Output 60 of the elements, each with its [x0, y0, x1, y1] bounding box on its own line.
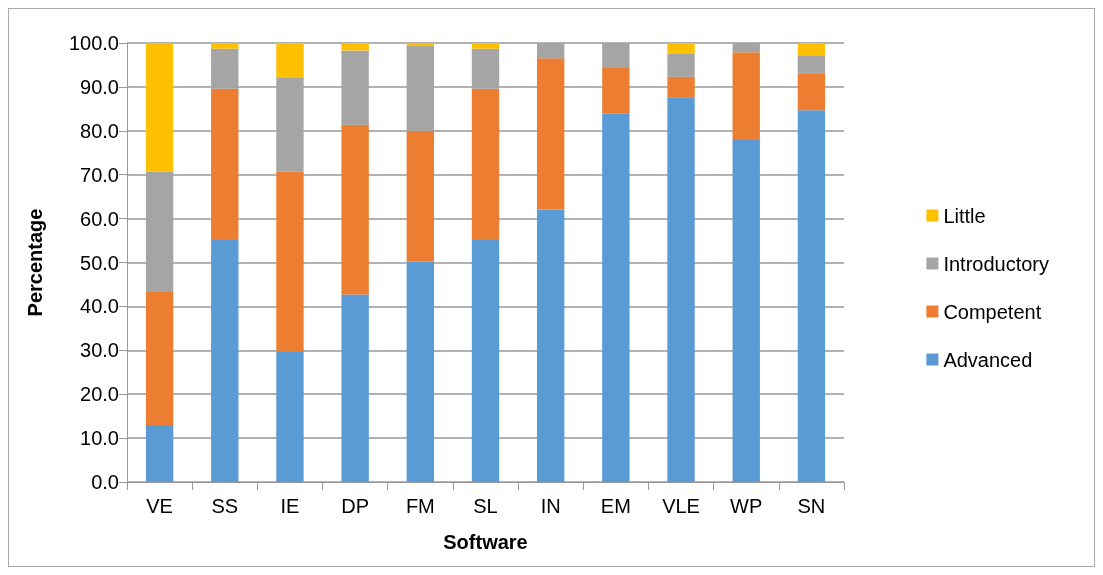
bar	[797, 55, 826, 74]
bar	[276, 43, 304, 78]
legend-label: Advanced	[943, 348, 1033, 371]
bar	[471, 240, 500, 482]
bar	[341, 124, 369, 295]
y-tick-label: 40.0	[80, 295, 119, 318]
x-tick-label: DP	[341, 495, 370, 517]
bar	[406, 43, 435, 47]
bar	[145, 43, 174, 172]
y-tick-label: 80.0	[80, 119, 119, 142]
x-tick-label: VE	[146, 495, 173, 517]
y-axis-title: Percentage	[24, 208, 46, 317]
y-tick-label: 60.0	[80, 207, 119, 230]
y-tick-label: 10.0	[80, 427, 119, 450]
bar	[667, 53, 695, 77]
bar	[536, 209, 565, 482]
bar	[797, 43, 826, 56]
y-tick-label: 20.0	[80, 383, 119, 406]
bar	[145, 424, 174, 482]
y-tick-label: 30.0	[80, 339, 119, 362]
x-tick-label: WP	[730, 495, 763, 517]
bar	[471, 43, 500, 49]
bar	[341, 43, 369, 51]
bar	[602, 113, 630, 482]
bar	[211, 240, 239, 482]
bar	[667, 43, 695, 54]
x-axis-title: Software	[443, 531, 528, 553]
bar	[732, 140, 760, 482]
bar	[667, 76, 695, 98]
bar	[341, 294, 369, 482]
x-tick-label: FM	[405, 495, 435, 517]
x-tick-label: VLE	[662, 495, 700, 517]
bar	[406, 261, 435, 482]
x-tick-label: SN	[797, 495, 826, 517]
bar	[145, 291, 174, 425]
bar	[211, 88, 239, 241]
bar	[211, 43, 239, 49]
bar	[276, 352, 304, 482]
bar	[667, 97, 695, 482]
bar	[406, 130, 435, 262]
y-tick-label: 50.0	[80, 251, 119, 274]
bar	[276, 171, 304, 353]
bar	[797, 110, 826, 482]
bar	[732, 52, 760, 141]
x-tick-label: IN	[540, 495, 561, 517]
x-tick-label: IE	[280, 495, 300, 517]
y-tick-label: 90.0	[80, 75, 119, 98]
x-tick-label: EM	[600, 495, 631, 517]
legend-label: Little	[943, 204, 986, 227]
x-tick-label: SS	[211, 495, 239, 517]
bar	[536, 58, 565, 210]
bar	[797, 73, 826, 111]
y-tick-label: 100.0	[68, 32, 119, 54]
x-tick-label: SL	[473, 495, 498, 517]
legend-label: Competent	[943, 300, 1042, 323]
y-tick-label: 0.0	[91, 471, 119, 493]
bar	[602, 68, 630, 114]
y-tick-label: 70.0	[80, 163, 119, 186]
legend-label: Introductory	[943, 252, 1049, 275]
bar	[471, 88, 500, 241]
